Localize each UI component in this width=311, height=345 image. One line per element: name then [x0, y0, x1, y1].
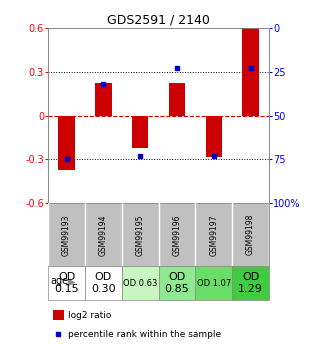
Text: GSM99197: GSM99197: [209, 214, 218, 256]
Bar: [48, 266, 85, 300]
Bar: [159, 266, 195, 300]
Bar: [53, 310, 64, 320]
Text: OD
0.85: OD 0.85: [165, 272, 189, 294]
Bar: [95, 83, 112, 116]
Text: OD 0.63: OD 0.63: [123, 279, 157, 288]
Text: OD 1.07: OD 1.07: [197, 279, 231, 288]
Bar: [132, 116, 148, 148]
Text: GSM99194: GSM99194: [99, 214, 108, 256]
Bar: [122, 266, 159, 300]
Text: GSM99195: GSM99195: [136, 214, 145, 256]
Text: GSM99193: GSM99193: [62, 214, 71, 256]
Text: GSM99196: GSM99196: [173, 214, 182, 256]
Text: percentile rank within the sample: percentile rank within the sample: [68, 329, 221, 338]
Bar: [242, 28, 259, 116]
Text: ▶: ▶: [68, 276, 76, 286]
Bar: [169, 83, 185, 116]
Bar: [195, 266, 232, 300]
Text: OD
0.15: OD 0.15: [54, 272, 79, 294]
Text: log2 ratio: log2 ratio: [68, 311, 111, 320]
Bar: [206, 116, 222, 157]
Text: age: age: [50, 276, 68, 286]
Text: OD
1.29: OD 1.29: [238, 272, 263, 294]
Text: GSM99198: GSM99198: [246, 214, 255, 256]
Bar: [232, 266, 269, 300]
Bar: [58, 116, 75, 170]
Text: OD
0.30: OD 0.30: [91, 272, 116, 294]
Bar: [85, 266, 122, 300]
Title: GDS2591 / 2140: GDS2591 / 2140: [107, 13, 210, 27]
